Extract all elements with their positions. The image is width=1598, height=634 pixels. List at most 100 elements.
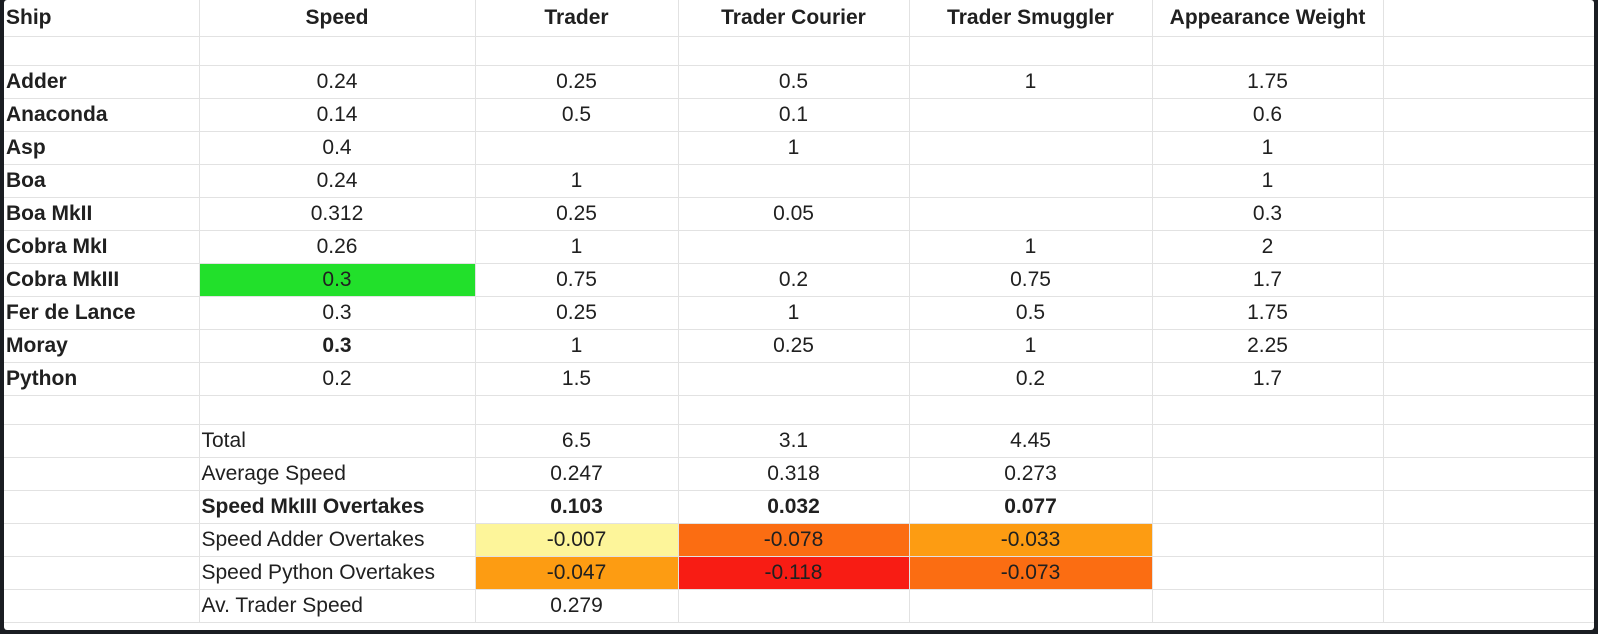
weight-cell[interactable]: 1 (1152, 131, 1384, 165)
summary-label[interactable]: Average Speed (199, 457, 476, 491)
empty-cell[interactable] (1152, 424, 1384, 458)
speed-cell[interactable]: 0.312 (199, 197, 476, 231)
weight-cell[interactable]: 0.3 (1152, 197, 1384, 231)
empty-cell[interactable] (1152, 395, 1384, 425)
summary-label[interactable]: Speed MkIII Overtakes (199, 490, 476, 524)
smuggler-cell[interactable]: 1 (909, 329, 1153, 363)
trader-cell[interactable]: 0.75 (475, 263, 679, 297)
empty-cell[interactable] (4, 457, 200, 491)
empty-cell[interactable] (1152, 523, 1384, 557)
ship-name-cell[interactable]: Moray (4, 329, 200, 363)
weight-cell[interactable]: 2.25 (1152, 329, 1384, 363)
empty-cell[interactable] (1383, 424, 1594, 458)
courier-cell[interactable]: 1 (678, 131, 910, 165)
speed-cell[interactable]: 0.3 (199, 296, 476, 330)
speed-cell[interactable]: 0.3 (199, 329, 476, 363)
trader-cell[interactable]: 1 (475, 329, 679, 363)
empty-cell[interactable] (4, 589, 200, 623)
weight-cell[interactable]: 1.7 (1152, 362, 1384, 396)
empty-cell[interactable] (1383, 457, 1594, 491)
empty-cell[interactable] (1383, 362, 1594, 396)
trader-cell[interactable]: 1.5 (475, 362, 679, 396)
empty-cell[interactable] (199, 36, 476, 66)
courier-cell[interactable] (678, 362, 910, 396)
empty-cell[interactable] (1383, 263, 1594, 297)
trader-cell[interactable]: 0.5 (475, 98, 679, 132)
ship-name-cell[interactable]: Boa (4, 164, 200, 198)
courier-cell[interactable]: 0.5 (678, 65, 910, 99)
summary-label[interactable]: Av. Trader Speed (199, 589, 476, 623)
empty-cell[interactable] (1383, 98, 1594, 132)
summary-label[interactable]: Speed Python Overtakes (199, 556, 476, 590)
ship-name-cell[interactable]: Boa MkII (4, 197, 200, 231)
ship-name-cell[interactable]: Anaconda (4, 98, 200, 132)
empty-cell[interactable] (1383, 490, 1594, 524)
header-speed[interactable]: Speed (199, 0, 476, 37)
weight-cell[interactable]: 1.75 (1152, 296, 1384, 330)
empty-cell[interactable] (1383, 296, 1594, 330)
speed-cell-highlighted[interactable]: 0.3 (199, 263, 476, 297)
trader-cell[interactable]: 0.25 (475, 65, 679, 99)
empty-cell[interactable] (1152, 589, 1384, 623)
smuggler-cell[interactable]: 0.2 (909, 362, 1153, 396)
smuggler-cell[interactable] (909, 131, 1153, 165)
summary-trader-cell[interactable]: -0.007 (475, 523, 679, 557)
empty-cell[interactable] (1383, 197, 1594, 231)
empty-cell[interactable] (1152, 457, 1384, 491)
empty-cell[interactable] (1152, 36, 1384, 66)
trader-cell[interactable] (475, 131, 679, 165)
summary-trader-cell[interactable]: 6.5 (475, 424, 679, 458)
empty-cell[interactable] (1383, 65, 1594, 99)
summary-courier-cell[interactable]: 0.032 (678, 490, 910, 524)
smuggler-cell[interactable] (909, 197, 1153, 231)
empty-cell[interactable] (4, 556, 200, 590)
speed-cell[interactable]: 0.24 (199, 164, 476, 198)
empty-cell[interactable] (1383, 230, 1594, 264)
summary-smuggler-cell[interactable] (909, 589, 1153, 623)
weight-cell[interactable]: 0.6 (1152, 98, 1384, 132)
courier-cell[interactable] (678, 164, 910, 198)
weight-cell[interactable]: 1 (1152, 164, 1384, 198)
empty-cell[interactable] (1383, 131, 1594, 165)
speed-cell[interactable]: 0.24 (199, 65, 476, 99)
speed-cell[interactable]: 0.14 (199, 98, 476, 132)
empty-cell[interactable] (1383, 36, 1594, 66)
empty-cell[interactable] (678, 395, 910, 425)
ship-name-cell[interactable]: Cobra MkIII (4, 263, 200, 297)
empty-cell[interactable] (4, 523, 200, 557)
empty-cell[interactable] (475, 36, 679, 66)
ship-name-cell[interactable]: Python (4, 362, 200, 396)
header-trader-courier[interactable]: Trader Courier (678, 0, 910, 37)
speed-cell[interactable]: 0.26 (199, 230, 476, 264)
smuggler-cell[interactable]: 1 (909, 65, 1153, 99)
trader-cell[interactable]: 0.25 (475, 197, 679, 231)
summary-smuggler-cell[interactable]: 0.077 (909, 490, 1153, 524)
empty-cell[interactable] (1383, 329, 1594, 363)
empty-cell[interactable] (1152, 490, 1384, 524)
summary-courier-cell[interactable]: -0.118 (678, 556, 910, 590)
summary-trader-cell[interactable]: 0.279 (475, 589, 679, 623)
trader-cell[interactable]: 1 (475, 164, 679, 198)
smuggler-cell[interactable] (909, 164, 1153, 198)
weight-cell[interactable]: 1.75 (1152, 65, 1384, 99)
empty-cell[interactable] (1152, 556, 1384, 590)
summary-label[interactable]: Speed Adder Overtakes (199, 523, 476, 557)
empty-cell[interactable] (1383, 164, 1594, 198)
empty-cell[interactable] (199, 395, 476, 425)
header-appearance-weight[interactable]: Appearance Weight (1152, 0, 1384, 37)
trader-cell[interactable]: 0.25 (475, 296, 679, 330)
empty-cell[interactable] (4, 36, 200, 66)
weight-cell[interactable]: 1.7 (1152, 263, 1384, 297)
courier-cell[interactable]: 1 (678, 296, 910, 330)
smuggler-cell[interactable]: 0.5 (909, 296, 1153, 330)
empty-cell[interactable] (4, 395, 200, 425)
trader-cell[interactable]: 1 (475, 230, 679, 264)
empty-cell[interactable] (678, 36, 910, 66)
smuggler-cell[interactable]: 0.75 (909, 263, 1153, 297)
summary-trader-cell[interactable]: 0.247 (475, 457, 679, 491)
empty-cell[interactable] (4, 424, 200, 458)
summary-courier-cell[interactable] (678, 589, 910, 623)
empty-cell[interactable] (1383, 523, 1594, 557)
smuggler-cell[interactable] (909, 98, 1153, 132)
summary-courier-cell[interactable]: 3.1 (678, 424, 910, 458)
